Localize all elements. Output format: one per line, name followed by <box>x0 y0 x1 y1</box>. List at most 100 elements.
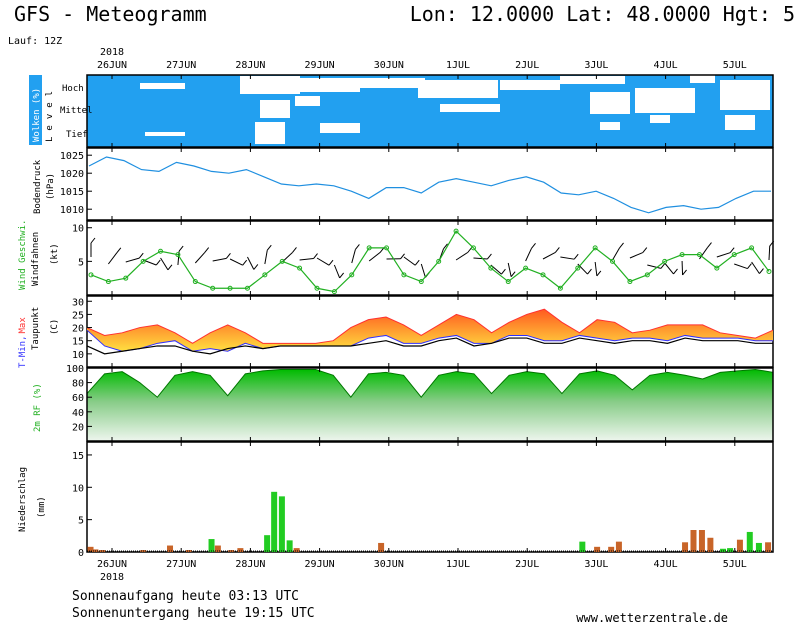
wind-barb <box>768 245 771 261</box>
humidity-panel: 20 40 60 80 100 <box>66 364 774 442</box>
pressure-panel: 1010 1015 1020 1025 <box>60 147 774 221</box>
precip-bar <box>608 546 615 552</box>
sunset-text: Sonnenuntergang heute 19:15 UTC <box>72 606 315 621</box>
wind-speed-point <box>766 268 772 274</box>
wind-barb <box>629 252 644 259</box>
temperature-ytick-label: 10 <box>72 350 84 361</box>
pressure-ytick-label: 1010 <box>60 205 84 216</box>
precip-bar <box>237 548 244 552</box>
cloud-gap <box>240 76 300 94</box>
wind-barb <box>612 247 620 261</box>
wind-speed-point <box>140 258 146 264</box>
precip-bar <box>682 542 689 552</box>
wind-barb-flag <box>116 247 122 254</box>
cloud-gap <box>350 78 425 88</box>
wind-speed-point <box>714 265 720 271</box>
temperature-ytick-label: 20 <box>72 324 84 335</box>
bottom-day-label: 5JUL <box>723 559 747 570</box>
wind-barb <box>333 264 341 279</box>
precip-bar <box>690 530 697 552</box>
precip-bar <box>214 545 221 552</box>
wind-speed-point <box>575 265 581 271</box>
dewpoint-label: Taupunkt <box>31 307 41 350</box>
wind-barb <box>560 256 575 260</box>
precip-bar <box>707 537 714 552</box>
wind-barb <box>473 257 488 260</box>
wind-speed-point <box>401 272 407 278</box>
precipitation-ytick-label: 5 <box>78 516 84 527</box>
wind-speed-point <box>123 275 129 281</box>
pressure-line <box>88 156 771 214</box>
pressure-ylabel: Bodendruck <box>33 159 43 214</box>
wind-speed-point <box>470 245 476 251</box>
top-day-label: 4JUL <box>654 60 678 71</box>
wind-frame <box>86 220 774 296</box>
wind-speed-point <box>662 258 668 264</box>
year-label-bottom: 2018 <box>100 572 124 583</box>
level-mid: Mittel <box>60 106 93 116</box>
wind-barb-flag <box>90 237 96 244</box>
precip-bar <box>579 541 586 552</box>
bottom-day-label: 27JUN <box>166 559 196 570</box>
precip-bar <box>293 548 300 552</box>
wind-speed-point <box>297 265 303 271</box>
wind-speed-point <box>488 265 494 271</box>
precipitation-ytick-label: 10 <box>72 483 84 494</box>
precip-bar <box>765 542 772 552</box>
wind-barb-flag <box>242 259 248 266</box>
wind-barb-flag <box>682 269 687 276</box>
temp-unit: (C) <box>50 319 60 335</box>
precip-bar <box>264 535 271 552</box>
wind-speed-point <box>418 279 424 285</box>
pressure-ytick-label: 1025 <box>60 151 84 162</box>
year-label-top: 2018 <box>100 47 124 58</box>
wind-barb-flag <box>619 242 624 249</box>
wind-speed-point <box>227 285 233 291</box>
wind-barb <box>647 264 662 269</box>
precip-bar <box>208 539 215 552</box>
wind-barb <box>160 257 169 271</box>
wind-barb-flag <box>339 272 345 279</box>
pressure-ytick-label: 1020 <box>60 169 84 180</box>
wind-barb <box>525 248 532 262</box>
cloud-gap <box>260 100 290 118</box>
precip-bar <box>615 541 622 552</box>
top-day-label: 1JUL <box>446 60 470 71</box>
wind-speed-point <box>349 272 355 278</box>
wind-barb <box>542 251 556 260</box>
precipitation-ytick-label: 15 <box>72 451 84 462</box>
wind-speed-point <box>592 245 598 251</box>
wind-barb-flag <box>487 253 492 260</box>
wind-barb-flag <box>707 242 712 248</box>
cloud-gap <box>500 80 560 90</box>
wind-barb-flag <box>501 268 506 275</box>
cloud-gap <box>720 80 770 110</box>
wind-ylabel: Wind Geschwi. <box>18 220 28 290</box>
top-day-label: 27JUN <box>166 60 196 71</box>
top-day-label: 2JUL <box>515 60 539 71</box>
wind-barb-flag <box>747 263 752 269</box>
wind-barb-flag <box>167 264 173 271</box>
wind-barb <box>316 257 330 266</box>
wind-barb-flag <box>400 253 405 260</box>
wind-speed-point <box>158 248 164 254</box>
wind-speed-point <box>557 285 563 291</box>
wind-speed-point <box>679 252 685 258</box>
wind-barb-flag <box>642 247 648 253</box>
level-high: Hoch <box>62 84 84 94</box>
top-day-label: 30JUN <box>374 60 404 71</box>
rh-ylabel: 2m RF (%) <box>33 383 43 432</box>
website-link[interactable]: www.wetterzentrale.de <box>576 611 728 625</box>
top-day-label: 26JUN <box>97 60 127 71</box>
wind-barb-flag <box>328 259 334 266</box>
wind-barb-flag <box>769 240 775 247</box>
cloud-gap <box>140 83 185 89</box>
wind-barb <box>107 252 118 265</box>
wind-speed-point <box>505 279 511 285</box>
wind-speed-point <box>731 252 737 258</box>
wind-barb <box>751 261 760 274</box>
humidity-ytick-label: 40 <box>72 408 84 419</box>
wind-speed-point <box>366 245 372 251</box>
cloud-gap <box>320 123 360 133</box>
